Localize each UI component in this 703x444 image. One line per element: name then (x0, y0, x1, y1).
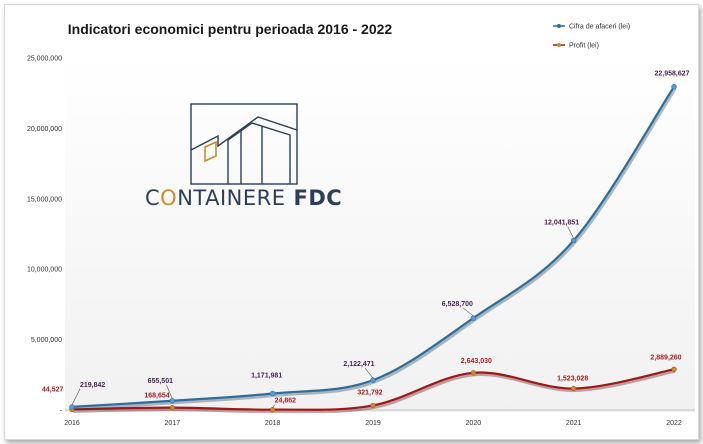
cifra-data-label-leader (463, 307, 474, 317)
profit-point (370, 402, 376, 409)
cifra-point (169, 398, 176, 404)
cifra-data-label: 1,171,981 (251, 372, 282, 379)
x-tick-label: 2019 (365, 420, 381, 427)
profit-data-label: 1,523,028 (557, 376, 588, 383)
profit-data-label: 321,792 (357, 389, 382, 396)
profit-point (169, 404, 175, 411)
logo-frame (190, 103, 298, 185)
profit-data-label: 2,643,030 (461, 358, 492, 365)
logo-roof-line (190, 116, 298, 151)
y-tick-label: 20,000,000 (27, 126, 62, 133)
company-logo: CONTAINERE FDC (145, 103, 342, 210)
legend-cifra-marker (557, 24, 561, 28)
x-tick-label: 2020 (466, 420, 482, 427)
cifra-data-label: 219,842 (80, 382, 105, 389)
legend-profit-label: Profit (lei) (569, 43, 599, 50)
profit-data-label-leader (272, 404, 275, 408)
legend: Cifra de afaceri (lei) Profit (lei) (553, 24, 630, 50)
cifra-data-label: 2,122,471 (343, 361, 374, 368)
profit-data-label: 2,889,260 (650, 354, 681, 361)
cifra-point (370, 377, 376, 383)
plot-area (65, 55, 695, 412)
profit-data-label: 44,527 (42, 386, 64, 393)
cifra-point (470, 315, 477, 321)
cifra-point (269, 390, 276, 397)
x-tick-label: 2016 (64, 420, 80, 427)
y-tick-label: 15,000,000 (27, 196, 62, 203)
x-axis: 2016 2017 2018 2019 2020 2021 2022 (64, 420, 682, 427)
y-tick-label: 10,000,000 (27, 267, 62, 274)
chart-title: Indicatori economici pentru perioada 201… (68, 21, 393, 37)
cifra-data-label-leader (71, 388, 81, 406)
profit-point (571, 385, 577, 392)
profit-data-label: 24,862 (275, 398, 297, 405)
y-tick-label: 5,000,000 (31, 337, 62, 344)
legend-cifra-label: Cifra de afaceri (lei) (569, 24, 630, 31)
cifra-point (570, 237, 577, 244)
cifra-data-label: 6,528,700 (442, 301, 473, 308)
cifra-data-label: 22,958,627 (654, 71, 689, 78)
y-tick-label: - (60, 408, 63, 415)
cifra-data-label-leader (567, 226, 574, 239)
data-labels: 219,842 655,501 1,171,981 2,122,471 6,528,70… (42, 71, 690, 408)
x-tick-label: 2017 (165, 420, 181, 427)
y-axis: - 5,000,000 10,000,000 15,000,000 20,000,000… (27, 56, 695, 415)
x-tick-label: 2018 (265, 420, 281, 427)
logo-container-outline (227, 122, 291, 184)
legend-profit-marker (557, 43, 561, 47)
profit-data-label: 168,654 (144, 393, 169, 400)
x-tick-label: 2022 (666, 420, 682, 427)
cifra-data-label-leader (364, 367, 374, 379)
cifra-data-label-leader (166, 384, 173, 399)
logo-window-icon (204, 140, 217, 163)
cifra-data-label: 12,041,851 (544, 219, 579, 226)
profit-point (270, 406, 276, 413)
x-tick-label: 2021 (566, 420, 582, 427)
cifra-point (671, 84, 677, 90)
cifra-point (69, 404, 75, 410)
profit-point (671, 366, 677, 372)
cifra-data-label: 655,501 (148, 378, 173, 385)
y-tick-label: 25,000,000 (27, 56, 62, 63)
logo-wordmark: CONTAINERE FDC (145, 186, 342, 210)
series-group (69, 84, 677, 414)
profit-point (470, 370, 476, 376)
